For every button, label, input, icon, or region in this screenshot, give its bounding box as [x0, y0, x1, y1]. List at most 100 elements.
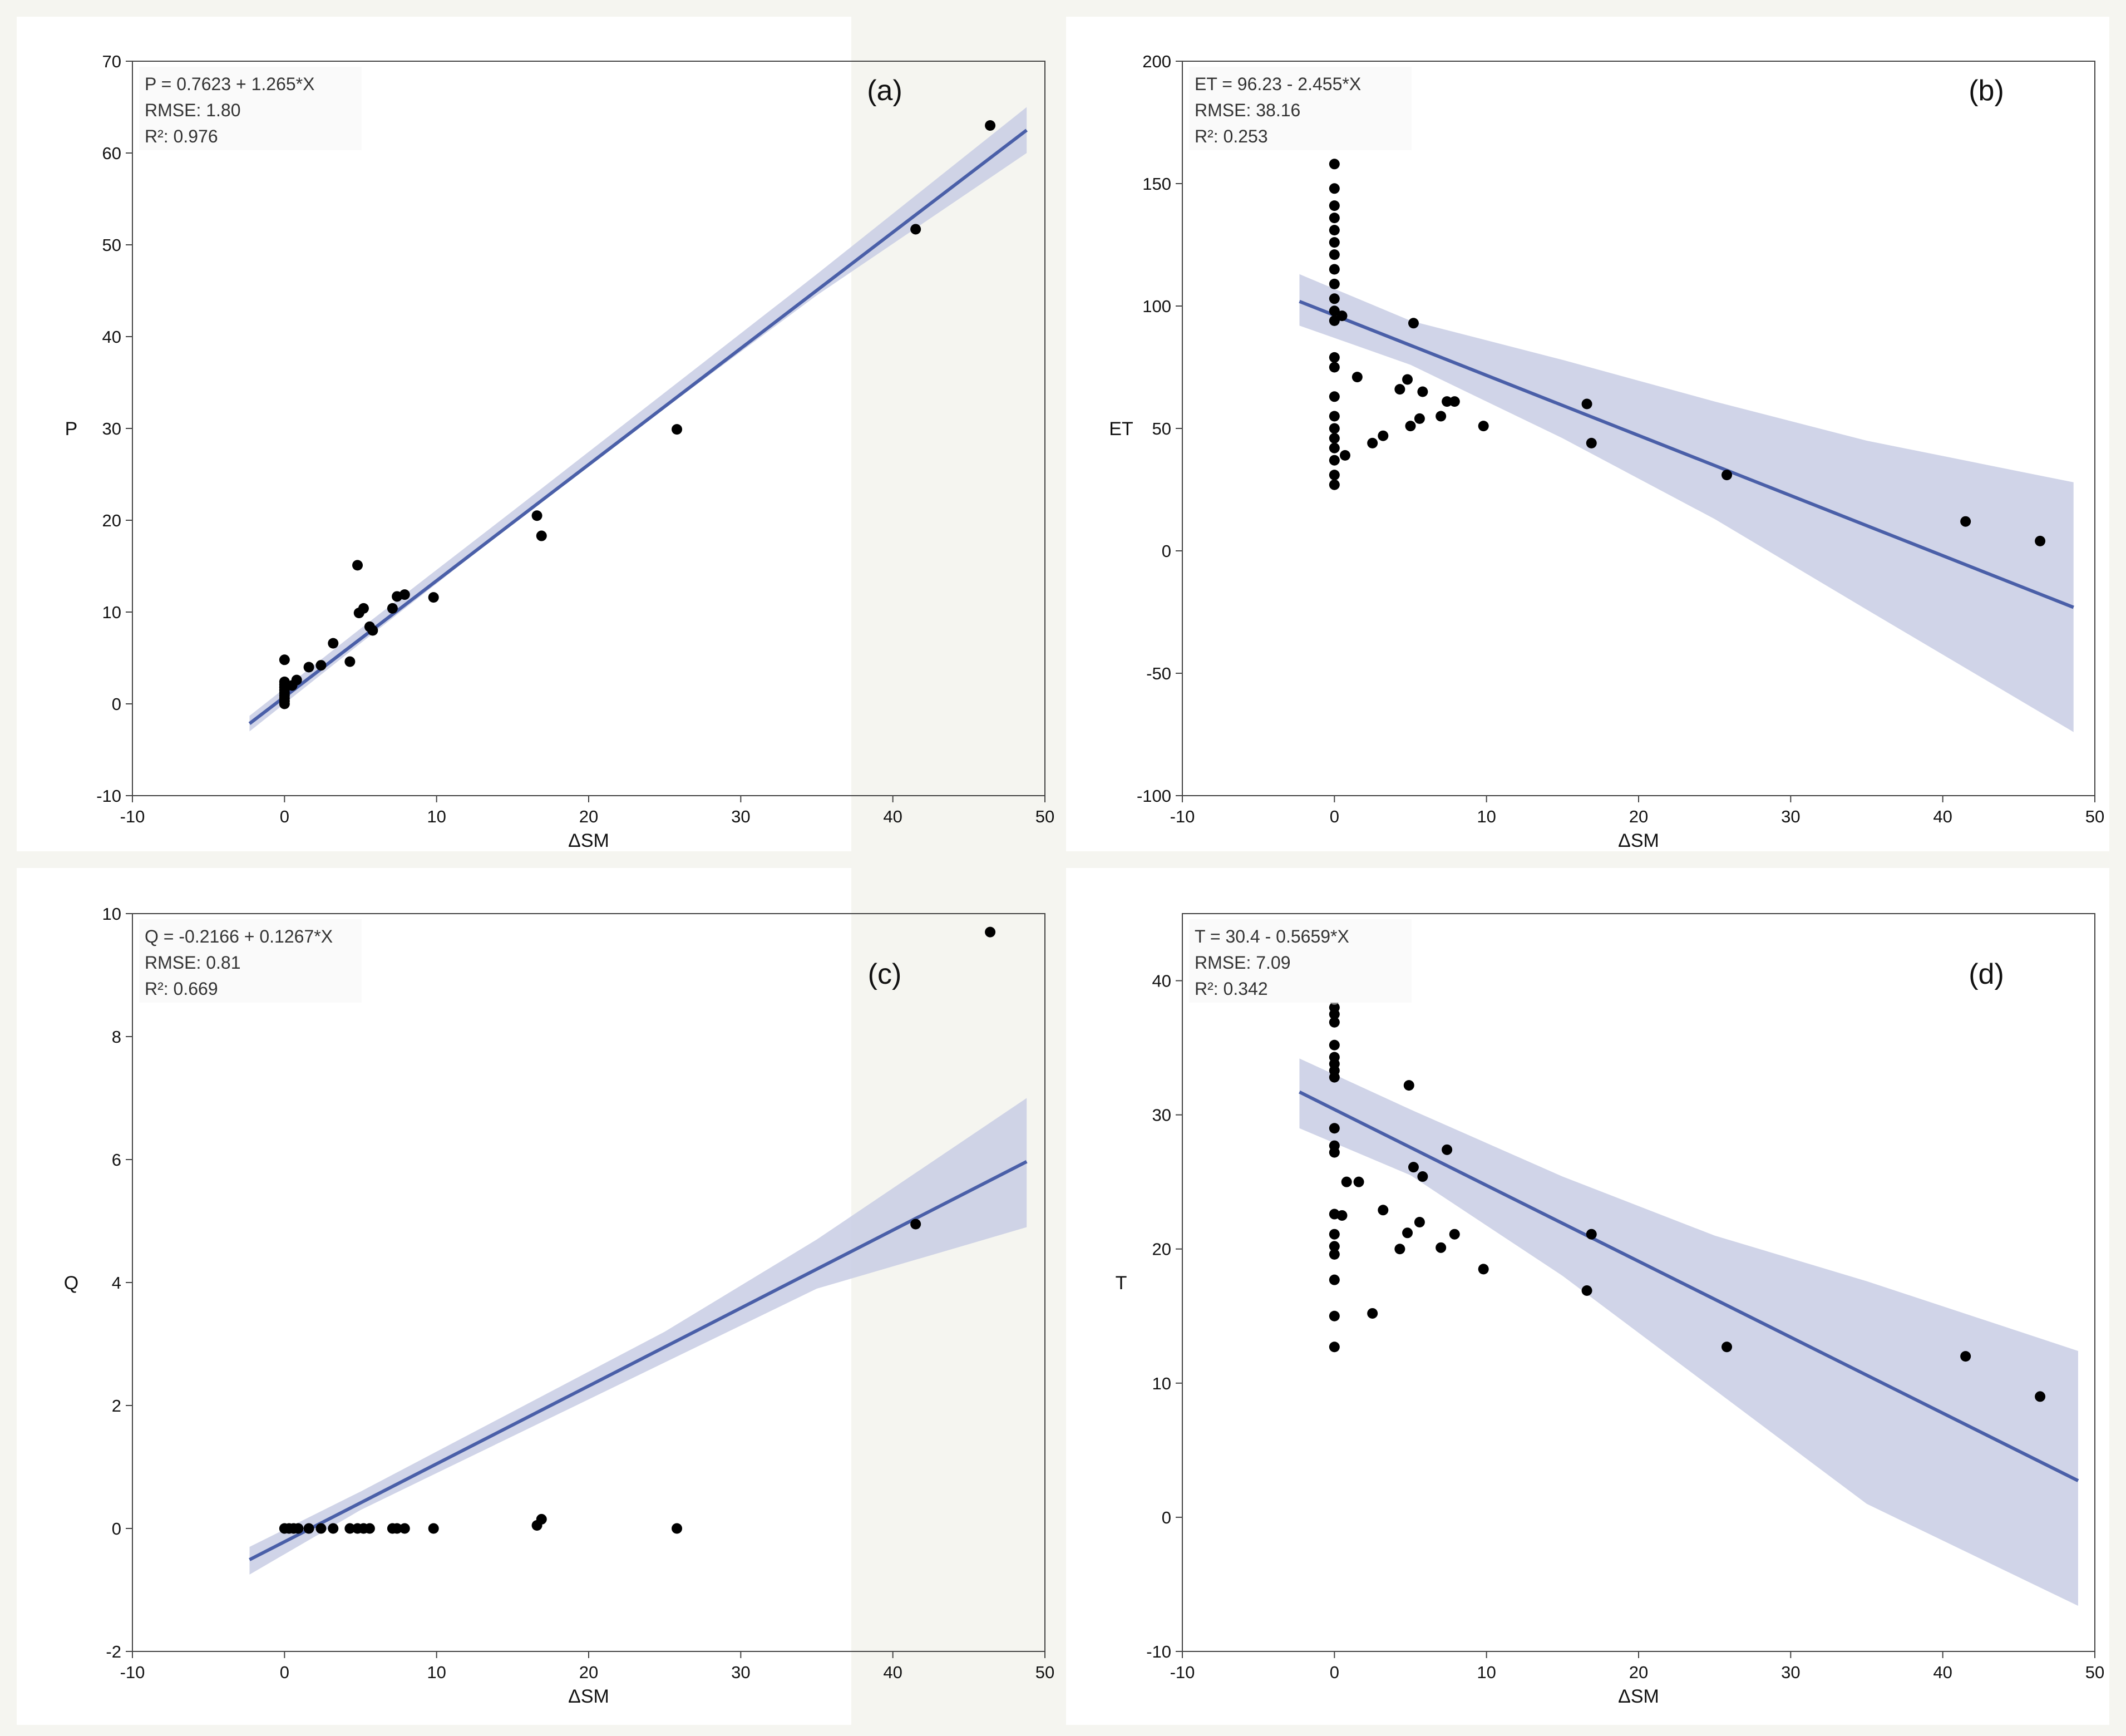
data-point-b-33: [1414, 413, 1425, 424]
data-point-d-25: [1378, 1205, 1389, 1216]
y-tick-label-c-3: 4: [112, 1273, 121, 1293]
data-point-c-7: [344, 1523, 356, 1534]
data-point-c-17: [672, 1523, 683, 1534]
data-point-d-34: [1449, 1229, 1460, 1240]
y-axis-label-c: Q: [64, 1273, 78, 1294]
data-point-a-27: [672, 424, 683, 435]
data-point-b-20: [1329, 183, 1340, 194]
annotation-a-1: RMSE: 1.80: [145, 100, 241, 120]
x-tick-label-d-2: 10: [1477, 1663, 1496, 1682]
data-point-c-10: [364, 1523, 375, 1534]
data-point-a-21: [387, 603, 398, 614]
y-tick-label-c-0: -2: [106, 1642, 121, 1661]
confidence-band-b: [1299, 274, 2074, 732]
y-axis-label-b: ET: [1109, 418, 1133, 440]
data-point-d-33: [1442, 1144, 1453, 1155]
y-tick-label-d-1: 0: [1162, 1508, 1171, 1527]
equation-background-b: [1189, 67, 1412, 150]
x-tick-label-b-5: 40: [1933, 807, 1952, 826]
y-tick-label-b-0: -100: [1137, 786, 1171, 806]
data-point-d-2: [1329, 1274, 1340, 1285]
data-point-b-32: [1408, 318, 1419, 329]
y-tick-label-b-4: 100: [1142, 297, 1171, 316]
panel-background-d: [1066, 868, 2109, 1725]
data-point-a-14: [328, 638, 339, 649]
x-tick-label-c-0: -10: [120, 1663, 145, 1682]
y-tick-label-c-1: 0: [112, 1519, 121, 1538]
data-point-b-2: [1329, 455, 1340, 466]
data-point-a-18: [358, 603, 369, 614]
y-tick-label-d-0: -10: [1146, 1642, 1171, 1661]
data-point-d-37: [1586, 1229, 1597, 1240]
data-point-b-26: [1351, 372, 1363, 383]
data-point-b-37: [1449, 396, 1460, 407]
x-tick-label-b-6: 50: [2085, 807, 2104, 826]
x-tick-label-b-2: 10: [1477, 807, 1496, 826]
data-point-a-13: [315, 660, 327, 671]
data-point-b-1: [1329, 470, 1340, 481]
data-point-a-11: [291, 674, 302, 685]
data-point-b-29: [1394, 384, 1405, 395]
fit-line-b: [1299, 299, 2074, 609]
data-point-b-18: [1329, 213, 1340, 224]
panel-label-a: (a): [867, 75, 902, 107]
panel-label-b: (b): [1969, 75, 2004, 107]
data-point-b-35: [1436, 411, 1447, 422]
data-point-d-27: [1402, 1227, 1413, 1239]
y-tick-label-b-2: 0: [1162, 541, 1171, 561]
data-point-a-24: [428, 592, 439, 603]
data-point-b-31: [1405, 421, 1416, 432]
y-tick-label-a-6: 50: [102, 235, 121, 255]
panel-background-a: [17, 17, 851, 851]
data-point-b-17: [1329, 225, 1340, 236]
data-point-c-12: [392, 1523, 403, 1534]
equation-background-d: [1189, 919, 1412, 1003]
data-point-c-16: [536, 1513, 547, 1525]
data-point-d-35: [1478, 1264, 1489, 1275]
data-point-b-27: [1367, 437, 1378, 448]
x-tick-label-c-4: 30: [731, 1663, 750, 1682]
data-point-c-18: [910, 1219, 921, 1230]
data-point-d-9: [1329, 1123, 1340, 1134]
data-point-d-15: [1329, 1017, 1340, 1028]
data-point-b-8: [1329, 362, 1340, 373]
y-tick-label-b-6: 200: [1142, 52, 1171, 71]
data-point-c-3: [293, 1523, 304, 1534]
x-tick-label-a-6: 50: [1035, 807, 1054, 826]
data-point-d-17: [1329, 1002, 1340, 1013]
confidence-band-d: [1299, 1058, 2078, 1606]
data-point-d-3: [1329, 1249, 1340, 1260]
x-tick-label-d-6: 50: [2085, 1663, 2104, 1682]
x-tick-label-c-1: 0: [280, 1663, 289, 1682]
data-point-c-6: [328, 1523, 339, 1534]
data-point-b-21: [1329, 159, 1340, 170]
panel-b: -10 0 10 20 30 40 50-100-50050100150200ΔSMETET…: [1066, 17, 2109, 851]
data-point-b-40: [1586, 437, 1597, 448]
data-point-d-4: [1329, 1241, 1340, 1252]
x-tick-label-c-6: 50: [1035, 1663, 1054, 1682]
x-tick-label-a-1: 0: [280, 807, 289, 826]
data-point-b-15: [1329, 249, 1340, 260]
data-point-d-36: [1581, 1285, 1592, 1296]
x-tick-label-b-1: 0: [1330, 807, 1339, 826]
data-point-d-40: [2035, 1391, 2046, 1402]
annotation-d-1: RMSE: 7.09: [1195, 953, 1291, 973]
x-tick-label-d-1: 0: [1330, 1663, 1339, 1682]
x-tick-label-d-4: 30: [1781, 1663, 1800, 1682]
confidence-band-c: [249, 1098, 1027, 1575]
data-point-b-10: [1329, 315, 1340, 326]
data-point-d-31: [1417, 1171, 1428, 1182]
y-axis-label-d: T: [1116, 1273, 1127, 1294]
data-point-c-13: [399, 1523, 410, 1534]
data-point-b-6: [1329, 411, 1340, 422]
data-point-d-38: [1721, 1342, 1733, 1353]
data-point-b-34: [1417, 386, 1428, 397]
x-tick-label-a-4: 30: [731, 807, 750, 826]
panel-d: -10 0 10 20 30 40 50 -10 0 10 20 30 40 ΔSM T T = 30.4 -…: [1066, 868, 2109, 1725]
x-tick-label-b-4: 30: [1781, 807, 1800, 826]
y-tick-label-a-2: 10: [102, 603, 121, 622]
data-point-a-23: [399, 589, 410, 600]
data-point-b-12: [1329, 293, 1340, 304]
data-point-b-3: [1329, 442, 1340, 453]
